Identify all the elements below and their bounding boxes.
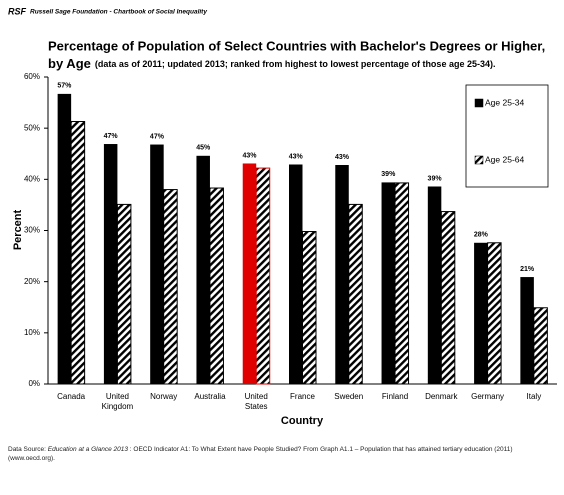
x-tick-label: United States <box>244 392 268 411</box>
bar <box>427 186 442 384</box>
x-tick-label: Italy <box>526 392 542 401</box>
source-text: : OECD Indicator A1: To What Extent have… <box>8 446 513 462</box>
value-label: 47% <box>104 133 119 140</box>
x-tick-label: France <box>290 392 315 401</box>
source-note: Data Source: Education at a Glance 2013 … <box>8 445 553 463</box>
y-axis-title: Percent <box>12 209 24 250</box>
value-label: 43% <box>289 153 304 160</box>
x-tick-label: Finland <box>381 392 409 401</box>
y-tick-label: 50% <box>24 123 40 132</box>
x-axis-title: Country <box>281 415 324 427</box>
bar <box>103 144 118 384</box>
bar <box>381 182 396 384</box>
bar <box>520 277 534 384</box>
subtitle-note: (data as of 2011; updated 2013; ranked f… <box>95 59 496 69</box>
bar <box>335 165 349 384</box>
x-tick-label: Norway <box>150 392 178 401</box>
x-tick-label: Denmark <box>425 392 458 401</box>
y-tick-label: 20% <box>24 277 40 286</box>
bar <box>196 155 210 384</box>
value-label: 57% <box>57 83 72 90</box>
x-tick-label: Sweden <box>334 392 364 401</box>
legend-swatch <box>474 155 484 165</box>
value-label: 39% <box>381 171 396 178</box>
x-tick-label: Australia <box>194 392 226 401</box>
chart-subtitle: by Age (data as of 2011; updated 2013; ra… <box>48 56 495 71</box>
bar <box>474 242 488 384</box>
source-title: Education at a Glance 2013 <box>47 446 128 453</box>
legend-swatch <box>474 98 484 108</box>
x-tick-label: United Kingdom <box>101 392 134 411</box>
legend-label: Age 25-64 <box>485 154 524 164</box>
header-text: Russell Sage Foundation - Chartbook of S… <box>30 9 207 16</box>
y-tick-label: 10% <box>24 328 40 337</box>
subtitle-bold: by Age <box>48 56 91 71</box>
header-org-short: RSF <box>8 6 27 16</box>
source-prefix: Data Source: <box>8 446 48 453</box>
bar <box>57 93 72 384</box>
bar <box>150 144 164 384</box>
bar <box>289 164 303 384</box>
bar <box>116 203 132 385</box>
x-tick-label: Canada <box>57 392 86 401</box>
value-label: 47% <box>150 133 165 140</box>
y-tick-label: 0% <box>28 379 40 388</box>
bar <box>242 163 257 384</box>
y-tick-label: 40% <box>24 174 40 183</box>
bar <box>163 189 178 385</box>
value-label: 43% <box>242 152 257 159</box>
value-label: 45% <box>196 145 211 152</box>
y-tick-label: 60% <box>24 72 40 81</box>
value-label: 21% <box>520 266 535 273</box>
value-label: 28% <box>474 232 489 239</box>
bar <box>255 167 271 385</box>
bar <box>487 242 502 385</box>
chart-title: Percentage of Population of Select Count… <box>48 38 545 53</box>
bar <box>70 121 86 385</box>
legend-label: Age 25-34 <box>485 97 524 107</box>
bar <box>209 187 224 385</box>
value-label: 39% <box>428 175 443 182</box>
bar <box>394 182 410 385</box>
bar <box>440 211 456 385</box>
bar <box>533 307 548 385</box>
x-tick-label: Germany <box>471 392 505 401</box>
bar <box>302 231 317 385</box>
bar <box>348 203 363 385</box>
y-tick-label: 30% <box>24 226 40 235</box>
value-label: 43% <box>335 154 350 161</box>
